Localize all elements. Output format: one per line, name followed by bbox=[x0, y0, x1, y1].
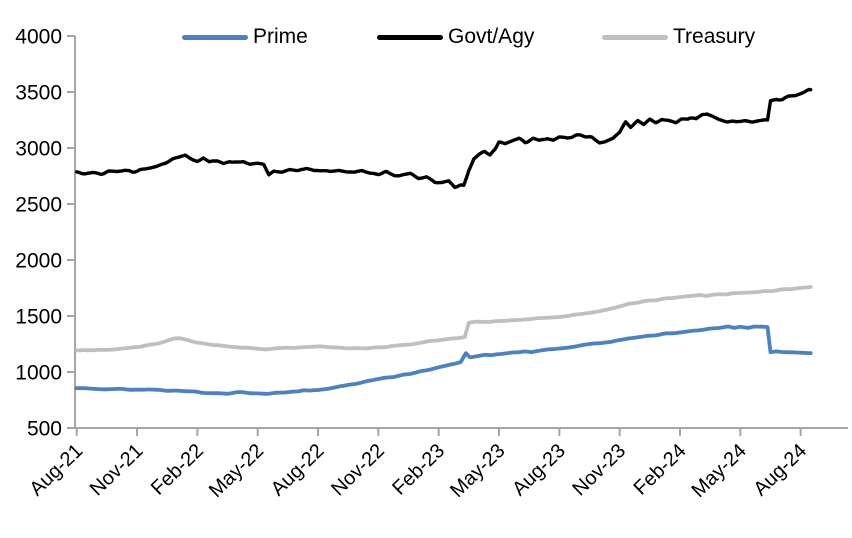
x-axis-tick-label: Aug-23 bbox=[508, 440, 570, 501]
treasury-line-swatch-icon bbox=[602, 34, 668, 40]
prime-line-swatch-icon bbox=[182, 34, 248, 40]
legend-label-prime: Prime bbox=[253, 25, 308, 48]
x-axis-tick-label: Aug-22 bbox=[267, 440, 329, 501]
legend-item-treasury: Treasury bbox=[602, 24, 755, 50]
y-axis-tick-label: 3000 bbox=[15, 138, 62, 161]
legend-item-prime: Prime bbox=[182, 24, 308, 50]
x-axis-tick-label: Aug-24 bbox=[749, 440, 811, 501]
legend-label-govt-agy: Govt/Agy bbox=[448, 25, 535, 48]
x-axis-tick-label: May-24 bbox=[688, 440, 751, 502]
x-axis-tick-label: May-23 bbox=[446, 440, 509, 502]
x-axis-tick-label: Nov-21 bbox=[86, 440, 148, 501]
x-axis-tick-label: Feb-23 bbox=[388, 440, 449, 500]
x-axis-tick-label: Nov-22 bbox=[327, 440, 389, 501]
y-axis-tick-label: 1000 bbox=[15, 362, 62, 385]
legend-item-govt-agy: Govt/Agy bbox=[377, 24, 534, 50]
x-axis-tick-label: May-22 bbox=[205, 440, 268, 502]
x-axis-tick-label: Aug-21 bbox=[25, 440, 87, 501]
x-axis-tick-label: Feb-24 bbox=[630, 440, 691, 500]
x-axis-tick-label: Nov-23 bbox=[568, 440, 630, 501]
govt-agy-line-swatch-icon bbox=[377, 34, 443, 40]
y-axis-tick-label: 3500 bbox=[15, 82, 62, 105]
y-axis-tick-label: 500 bbox=[27, 418, 62, 441]
prime-series-line bbox=[74, 324, 813, 396]
chart-legend: Prime Govt/Agy Treasury bbox=[0, 0, 852, 52]
y-axis-tick-label: 1500 bbox=[15, 306, 62, 329]
legend-label-treasury: Treasury bbox=[673, 25, 756, 48]
treasury-series-line bbox=[74, 284, 813, 353]
govt-agy-series-line bbox=[74, 87, 813, 190]
y-axis-tick-label: 2500 bbox=[15, 194, 62, 217]
x-axis-tick-label: Feb-22 bbox=[147, 440, 208, 500]
y-axis-tick-label: 4000 bbox=[15, 26, 62, 49]
y-axis-tick-label: 2000 bbox=[15, 250, 62, 273]
